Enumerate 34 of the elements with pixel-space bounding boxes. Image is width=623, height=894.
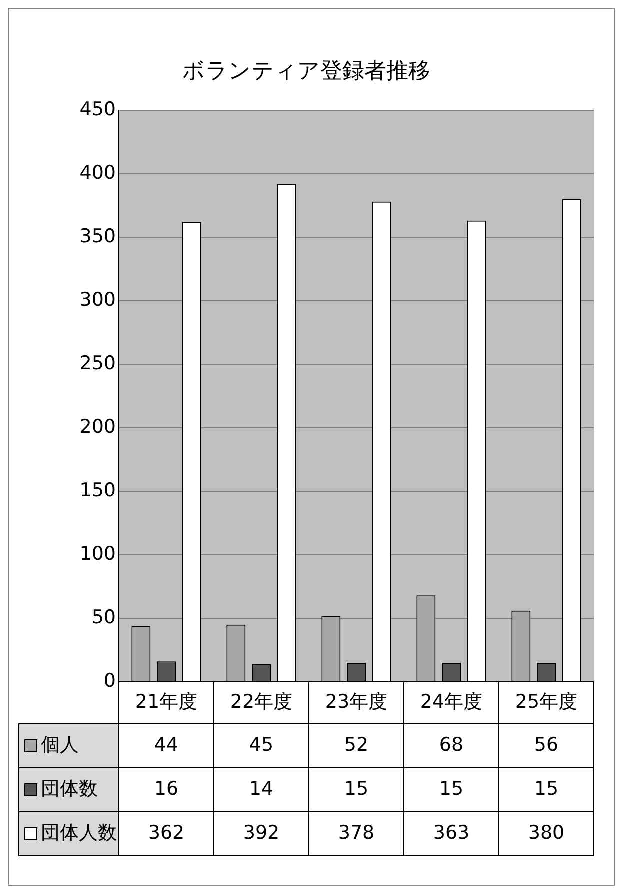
legend-label: 個人: [41, 734, 79, 756]
y-tick-label: 450: [80, 98, 116, 120]
x-tick-label: 22年度: [230, 690, 293, 713]
x-tick-label: 25年度: [515, 690, 578, 713]
data-label: 16: [154, 778, 179, 800]
y-tick-label: 200: [80, 416, 116, 438]
y-tick-label: 50: [92, 606, 116, 628]
data-label: 52: [344, 734, 369, 756]
y-tick-label: 250: [80, 352, 116, 374]
data-label: 56: [534, 734, 559, 756]
legend-label: 団体数: [41, 778, 98, 800]
data-label: 363: [433, 822, 470, 844]
data-label: 15: [534, 778, 559, 800]
data-label: 362: [148, 822, 185, 844]
data-label: 378: [338, 822, 375, 844]
data-label: 15: [344, 778, 369, 800]
x-tick-label: 23年度: [325, 690, 388, 713]
data-label: 68: [439, 734, 464, 756]
data-label: 14: [249, 778, 274, 800]
data-label: 380: [528, 822, 565, 844]
y-tick-label: 300: [80, 288, 116, 311]
data-label: 392: [243, 822, 280, 844]
y-tick-label: 0: [104, 670, 116, 692]
chart-title: ボランティア登録者推移: [182, 58, 430, 84]
data-label: 45: [249, 734, 274, 756]
y-tick-label: 350: [80, 225, 116, 248]
y-tick-label: 150: [80, 479, 116, 502]
x-tick-label: 21年度: [135, 690, 198, 713]
data-label: 15: [439, 778, 464, 800]
y-tick-label: 400: [80, 162, 116, 184]
y-tick-label: 100: [80, 542, 116, 565]
legend-label: 団体人数: [41, 822, 117, 844]
x-tick-label: 24年度: [420, 690, 483, 713]
data-label: 44: [154, 734, 179, 756]
